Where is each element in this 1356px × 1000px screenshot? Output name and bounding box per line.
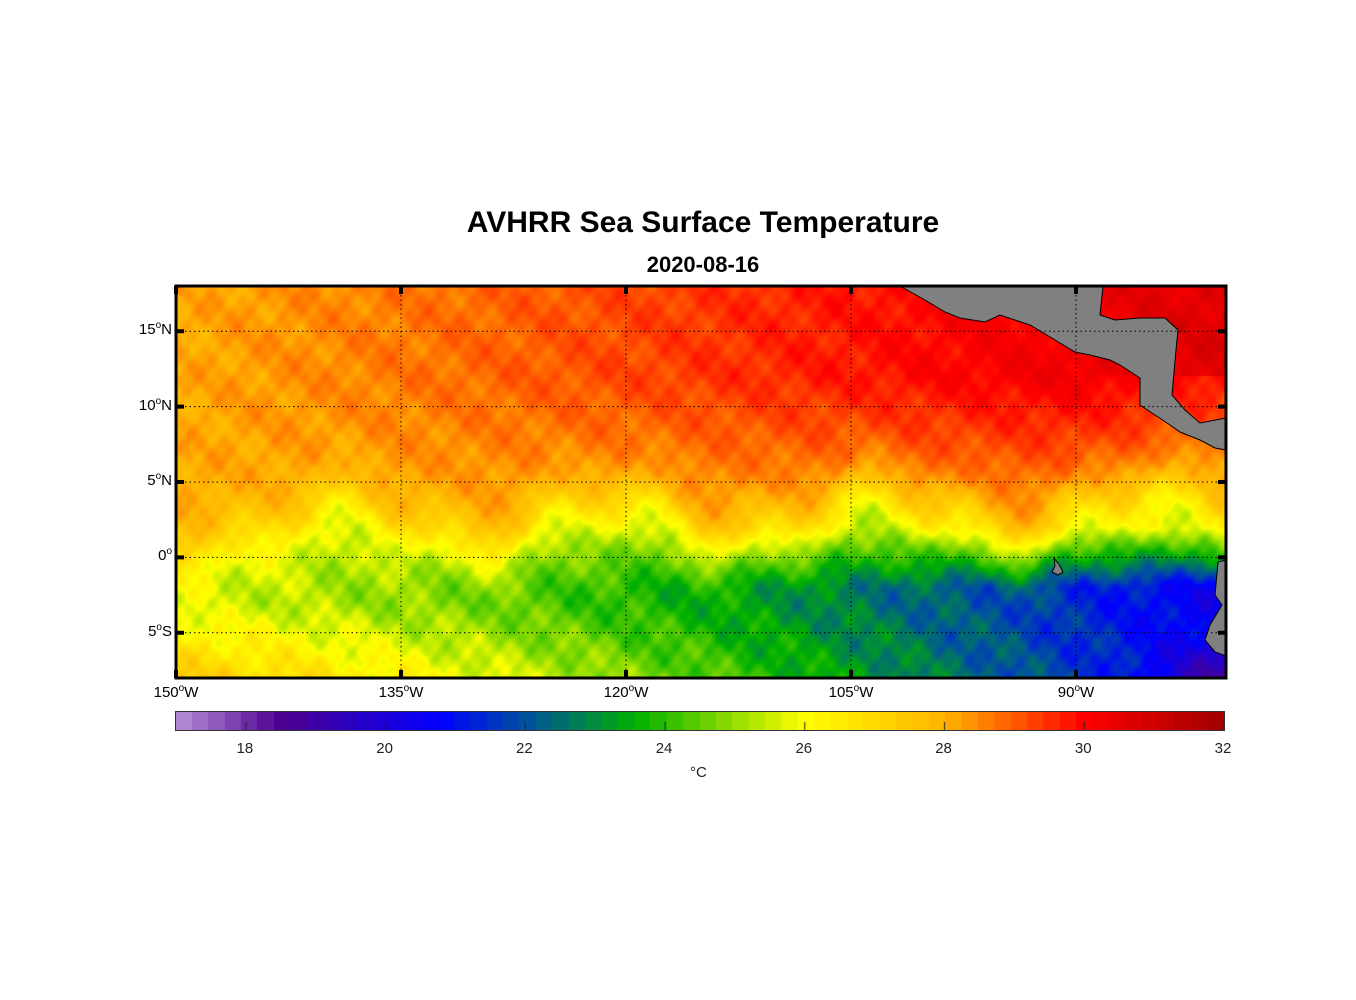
colorbar-tick-label: 32 (1214, 740, 1232, 757)
colorbar (175, 711, 1225, 731)
x-tick-label: 135oW (378, 683, 424, 701)
chart-title: AVHRR Sea Surface Temperature (466, 206, 940, 239)
colorbar-unit: °C (690, 764, 707, 781)
x-tick-label: 105oW (828, 683, 874, 701)
map-frame (174, 284, 1228, 680)
degree-symbol: o (1074, 683, 1081, 694)
degree-symbol: o (628, 683, 635, 694)
colorbar-tick-label: 20 (376, 740, 393, 757)
degree-symbol: o (403, 683, 410, 694)
degree-symbol: o (155, 395, 162, 407)
degree-symbol: o (178, 683, 185, 694)
sst-map (176, 286, 1226, 678)
colorbar-tick-label: 18 (236, 740, 254, 757)
y-tick-label: 0o (158, 546, 172, 565)
colorbar-tick-label: 26 (795, 740, 813, 757)
x-tick-label: 150oW (153, 683, 199, 701)
galapagos-island (1051, 556, 1064, 576)
colorbar-tick-label: 22 (515, 740, 533, 757)
y-tick-label: 5oN (147, 471, 172, 489)
colorbar-tick-label: 24 (655, 740, 673, 757)
colorbar-tick-label: 28 (935, 740, 952, 757)
degree-symbol: o (156, 621, 162, 633)
central-america-land (898, 285, 1227, 451)
degree-symbol: o (166, 546, 172, 558)
chart-subtitle: 2020-08-16 (646, 252, 760, 277)
x-tick-label: 90oW (1057, 683, 1095, 701)
degree-symbol: o (155, 471, 162, 482)
degree-symbol: o (155, 320, 162, 332)
colorbar-tick-label: 30 (1074, 740, 1092, 757)
y-tick-label: 15oN (138, 320, 172, 339)
y-tick-label: 10oN (138, 395, 172, 414)
y-tick-label: 5oS (148, 621, 172, 640)
degree-symbol: o (853, 683, 860, 694)
south-america-land (1204, 559, 1227, 657)
x-tick-label: 120oW (603, 683, 649, 701)
